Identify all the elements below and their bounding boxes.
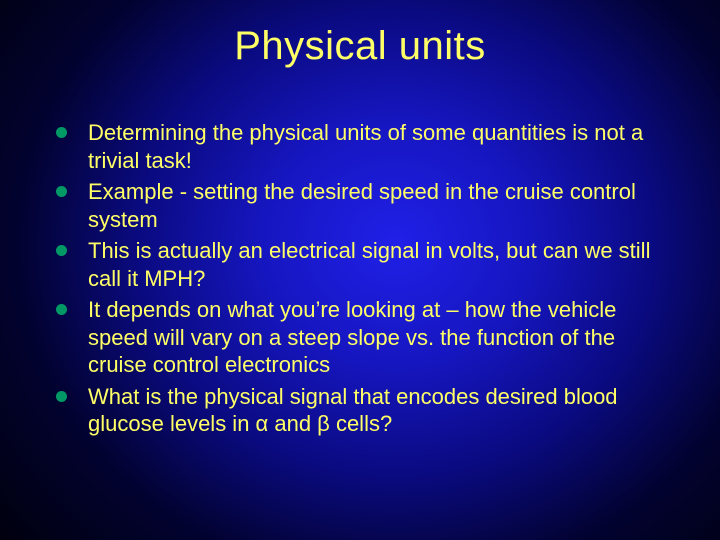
bullet-list: Determining the physical units of some q… [54, 119, 676, 438]
bullet-text: What is the physical signal that encodes… [88, 384, 618, 437]
list-item: It depends on what you’re looking at – h… [54, 296, 676, 379]
list-item: What is the physical signal that encodes… [54, 383, 676, 438]
slide-title: Physical units [40, 24, 680, 69]
bullet-text: Determining the physical units of some q… [88, 120, 643, 173]
list-item: This is actually an electrical signal in… [54, 237, 676, 292]
bullet-text: This is actually an electrical signal in… [88, 238, 650, 291]
slide: Physical units Determining the physical … [0, 0, 720, 540]
bullet-text: It depends on what you’re looking at – h… [88, 297, 616, 377]
list-item: Example - setting the desired speed in t… [54, 178, 676, 233]
bullet-text: Example - setting the desired speed in t… [88, 179, 636, 232]
list-item: Determining the physical units of some q… [54, 119, 676, 174]
